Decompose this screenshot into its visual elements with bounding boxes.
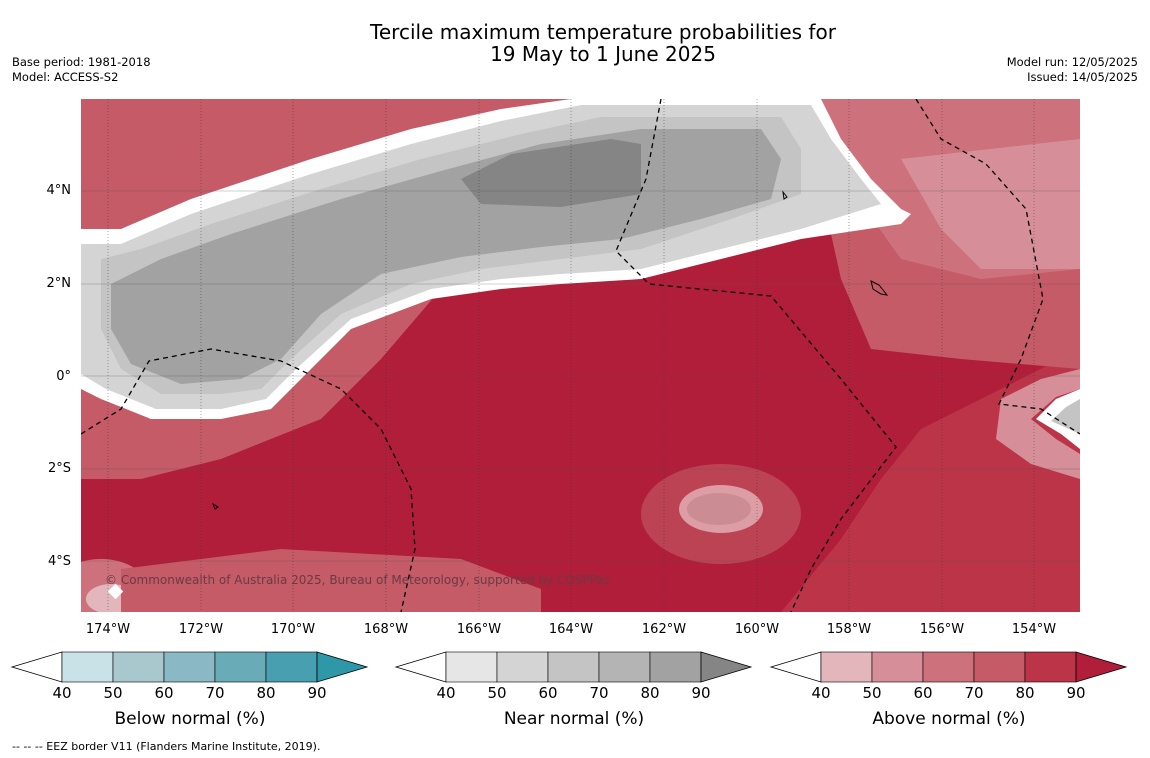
- copyright-text: © Commonwealth of Australia 2025, Bureau…: [105, 573, 610, 587]
- lat-label-2n: 2°N: [46, 276, 72, 291]
- island-marker: [782, 190, 788, 200]
- above-normal-title: Above normal (%): [872, 709, 1026, 729]
- cb-below-tick: 90: [307, 684, 327, 702]
- model-run-text: Model run: 12/05/2025: [1006, 55, 1138, 69]
- colorbar-segment: [214, 651, 267, 683]
- above-normal-60-halo-south: [641, 464, 801, 564]
- cb-above-tick: 40: [811, 684, 831, 702]
- lat-label-0: 0°: [56, 369, 71, 384]
- colorbar-min-arrow: [10, 651, 63, 683]
- lat-label-2s: 2°S: [47, 461, 71, 476]
- model-text: Model: ACCESS-S2: [12, 70, 119, 84]
- island-marker: [870, 280, 889, 296]
- lon-label-154w: 154°W: [1011, 622, 1057, 637]
- colorbar-segment: [163, 651, 216, 683]
- below-normal-title: Below normal (%): [114, 709, 266, 729]
- above-normal-halo-east: [996, 369, 1080, 479]
- near-normal-90-region: [461, 139, 641, 207]
- colorbar-segment: [112, 651, 165, 683]
- map-title-line1: Tercile maximum temperature probabilitie…: [370, 20, 836, 44]
- cb-below-tick: 50: [103, 684, 123, 702]
- lon-label-164w: 164°W: [548, 622, 594, 637]
- near-normal-colorbar: [394, 651, 753, 683]
- lon-label-170w: 170°W: [270, 622, 316, 637]
- above-normal-50-region-east: [901, 139, 1080, 269]
- cb-near-tick: 40: [436, 684, 456, 702]
- cb-above-tick: 60: [913, 684, 933, 702]
- cb-above-tick: 50: [862, 684, 882, 702]
- lon-label-162w: 162°W: [641, 622, 687, 637]
- colorbar-max-arrow: [316, 651, 369, 683]
- cb-near-tick: 60: [538, 684, 558, 702]
- lon-label-158w: 158°W: [826, 622, 872, 637]
- colorbar-segment: [973, 651, 1026, 683]
- cb-below-tick: 60: [154, 684, 174, 702]
- colorbar-segment: [496, 651, 549, 683]
- colorbar-segment: [922, 651, 975, 683]
- cb-below-tick: 80: [256, 684, 276, 702]
- colorbar-min-arrow: [394, 651, 447, 683]
- island-marker: [211, 502, 219, 510]
- colorbar-max-arrow: [700, 651, 753, 683]
- issued-text: Issued: 14/05/2025: [1027, 70, 1138, 84]
- colorbar-segment: [445, 651, 498, 683]
- lon-label-156w: 156°W: [919, 622, 965, 637]
- map-graticule: [81, 190, 1080, 562]
- probability-map: © Commonwealth of Australia 2025, Bureau…: [81, 99, 1080, 612]
- lon-label-168w: 168°W: [363, 622, 409, 637]
- above-normal-70-patch-south: [121, 549, 541, 612]
- map-title-line2: 19 May to 1 June 2025: [490, 42, 716, 66]
- colorbar-segment: [820, 651, 873, 683]
- cb-above-tick: 70: [964, 684, 984, 702]
- colorbar-segment: [265, 651, 318, 683]
- colorbar-segment: [598, 651, 651, 683]
- near-normal-title: Near normal (%): [503, 709, 645, 729]
- near-normal-blob-east-inner: [1051, 399, 1080, 434]
- cb-below-tick: 70: [205, 684, 225, 702]
- cb-below-tick: 40: [52, 684, 72, 702]
- colorbar-segment: [871, 651, 924, 683]
- cb-near-tick: 70: [589, 684, 609, 702]
- colorbar-segment: [1024, 651, 1077, 683]
- colorbar-min-arrow: [769, 651, 822, 683]
- cb-above-tick: 90: [1066, 684, 1086, 702]
- cb-near-tick: 50: [487, 684, 507, 702]
- base-period-text: Base period: 1981-2018: [12, 55, 151, 69]
- lat-label-4n: 4°N: [46, 183, 72, 198]
- cb-above-tick: 80: [1015, 684, 1035, 702]
- colorbar-segment: [547, 651, 600, 683]
- lon-label-166w: 166°W: [456, 622, 502, 637]
- cb-near-tick: 80: [640, 684, 660, 702]
- lon-label-174w: 174°W: [85, 622, 131, 637]
- lon-label-172w: 172°W: [178, 622, 224, 637]
- eez-footer-note: -- -- -- EEZ border V11 (Flanders Marine…: [12, 740, 321, 753]
- cb-near-tick: 90: [691, 684, 711, 702]
- colorbar-segment: [649, 651, 702, 683]
- above-normal-80-region: [781, 99, 1080, 612]
- colorbar-max-arrow: [1075, 651, 1128, 683]
- lon-label-160w: 160°W: [734, 622, 780, 637]
- below-normal-colorbar: [10, 651, 369, 683]
- eez-borders: [81, 99, 1080, 612]
- lat-label-4s: 4°S: [47, 554, 71, 569]
- colorbar-segment: [61, 651, 114, 683]
- above-normal-colorbar: [769, 651, 1128, 683]
